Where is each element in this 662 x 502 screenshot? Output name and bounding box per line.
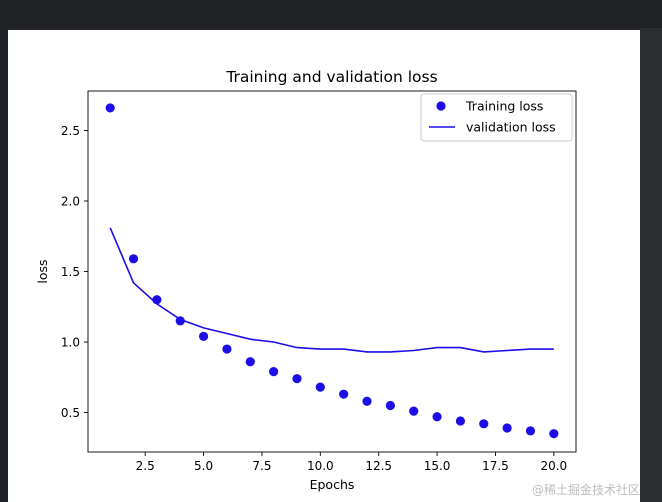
point-training-loss	[222, 344, 232, 354]
point-training-loss	[292, 374, 302, 384]
x-tick-label: 15.0	[424, 459, 451, 473]
x-axis-label: Epochs	[310, 477, 355, 492]
y-tick-label: 1.0	[61, 336, 80, 350]
series-line-validation-loss	[109, 227, 554, 353]
legend-label-validation-loss: validation loss	[466, 120, 556, 135]
watermark: @稀土掘金技术社区	[532, 483, 641, 497]
x-tick-label: 17.5	[482, 459, 509, 473]
point-training-loss	[549, 429, 559, 439]
point-training-loss	[362, 396, 372, 406]
point-training-loss	[432, 412, 442, 422]
point-training-loss	[315, 382, 325, 392]
legend-label-training-loss: Training loss	[465, 99, 543, 114]
x-tick-label: 12.5	[365, 459, 392, 473]
point-training-loss	[409, 406, 419, 416]
point-training-loss	[525, 426, 536, 436]
y-tick-label: 2.0	[61, 194, 80, 208]
y-tick-label: 1.5	[61, 265, 80, 279]
y-axis-label: loss	[35, 259, 50, 283]
right-panel-edge	[640, 28, 662, 502]
x-tick-label: 20.0	[540, 459, 567, 473]
chart-figure: Training and validation loss 2.5 5.0 7.5 10.…	[8, 30, 640, 502]
window-top-bar	[0, 0, 662, 28]
loss-chart: Training and validation loss 2.5 5.0 7.5 10.…	[35, 68, 577, 492]
point-training-loss	[269, 367, 279, 377]
x-tick-label: 7.5	[252, 459, 271, 473]
x-tick-label: 10.0	[307, 459, 334, 473]
point-training-loss	[105, 103, 115, 113]
legend-marker-training-loss	[436, 101, 446, 111]
point-training-loss	[455, 416, 466, 426]
point-training-loss	[502, 423, 512, 433]
left-panel-edge	[0, 28, 8, 502]
point-training-loss	[385, 400, 395, 411]
legend-box	[420, 93, 573, 142]
point-training-loss	[198, 331, 209, 341]
x-tick-label: 5.0	[194, 459, 213, 473]
point-training-loss	[339, 389, 349, 399]
chart-title: Training and validation loss	[225, 68, 437, 86]
y-tick-label: 2.5	[61, 124, 80, 138]
point-training-loss	[245, 357, 255, 367]
y-tick-label: 0.5	[61, 406, 80, 420]
point-training-loss	[479, 419, 489, 429]
point-training-loss	[128, 254, 139, 264]
x-tick-label: 2.5	[136, 459, 155, 473]
plot-frame	[87, 90, 577, 453]
